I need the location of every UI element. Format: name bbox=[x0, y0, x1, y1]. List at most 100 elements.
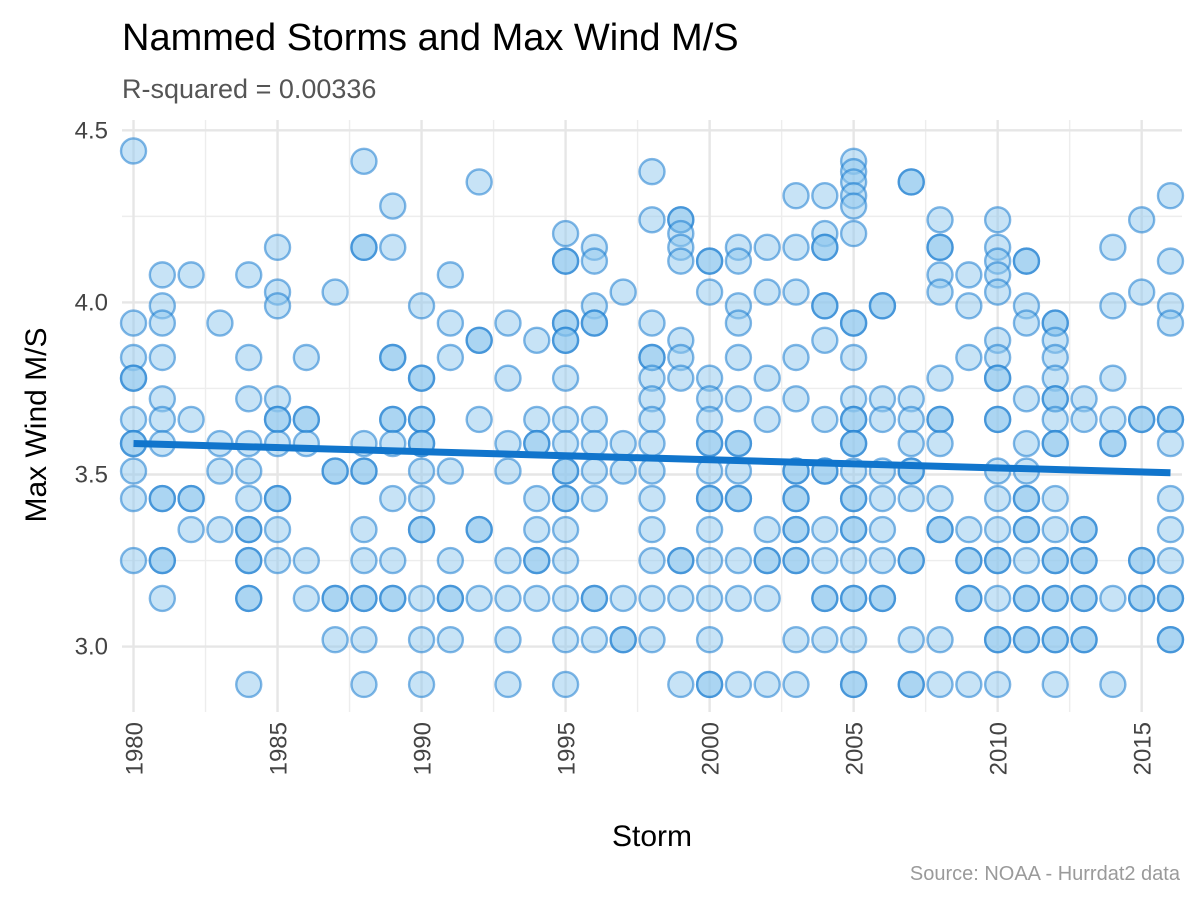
data-point bbox=[177, 261, 205, 289]
data-point bbox=[955, 261, 983, 289]
data-point bbox=[551, 326, 580, 354]
data-point bbox=[811, 626, 839, 654]
data-point bbox=[1070, 626, 1098, 654]
y-tick-label: 4.0 bbox=[75, 289, 108, 316]
data-point bbox=[321, 584, 349, 613]
data-point bbox=[119, 457, 148, 485]
data-point bbox=[580, 584, 609, 613]
data-point bbox=[436, 457, 465, 485]
data-point bbox=[811, 584, 839, 613]
data-point bbox=[1012, 546, 1041, 575]
data-point bbox=[551, 405, 580, 434]
data-point bbox=[983, 278, 1012, 306]
data-point bbox=[811, 405, 839, 434]
data-point bbox=[926, 670, 954, 699]
data-point bbox=[263, 546, 292, 575]
data-point bbox=[839, 343, 868, 372]
data-point bbox=[1156, 546, 1185, 575]
data-point bbox=[407, 584, 436, 613]
data-point bbox=[983, 364, 1012, 392]
data-point bbox=[1156, 515, 1185, 544]
data-point bbox=[897, 405, 925, 434]
data-point bbox=[407, 670, 436, 699]
data-point bbox=[839, 546, 868, 575]
data-point bbox=[1012, 626, 1041, 654]
data-point bbox=[753, 278, 781, 306]
data-point bbox=[955, 515, 983, 544]
data-point bbox=[983, 546, 1012, 575]
data-point bbox=[292, 405, 321, 434]
data-point bbox=[1127, 584, 1156, 613]
data-point bbox=[1012, 484, 1041, 513]
data-point bbox=[551, 364, 580, 392]
data-point bbox=[955, 343, 983, 372]
data-point bbox=[350, 584, 378, 613]
data-point bbox=[148, 309, 177, 337]
data-point bbox=[983, 405, 1012, 434]
data-point bbox=[926, 278, 954, 306]
data-point bbox=[897, 429, 925, 458]
data-point bbox=[379, 192, 407, 220]
data-point bbox=[1156, 484, 1185, 513]
trend-layer bbox=[133, 440, 1171, 477]
data-point bbox=[724, 670, 753, 699]
data-point bbox=[494, 457, 522, 485]
data-point bbox=[119, 546, 148, 575]
data-point bbox=[523, 405, 551, 434]
data-point bbox=[1041, 515, 1069, 544]
data-point bbox=[292, 546, 321, 575]
data-point bbox=[1099, 584, 1127, 613]
data-point bbox=[321, 457, 349, 485]
data-point bbox=[407, 292, 436, 320]
data-point bbox=[926, 484, 954, 513]
data-point bbox=[839, 626, 868, 654]
data-point bbox=[1041, 546, 1069, 575]
data-point bbox=[609, 584, 637, 613]
data-point bbox=[465, 584, 493, 613]
data-point bbox=[955, 584, 983, 613]
data-point bbox=[638, 457, 666, 485]
data-point bbox=[839, 219, 868, 248]
data-point bbox=[235, 343, 263, 372]
data-point bbox=[436, 343, 465, 372]
y-axis-title: Max Wind M/S bbox=[20, 327, 53, 522]
data-point bbox=[1099, 364, 1127, 392]
data-point bbox=[1127, 405, 1156, 434]
data-point bbox=[1012, 247, 1041, 275]
data-point bbox=[177, 405, 205, 434]
data-point bbox=[235, 546, 263, 575]
data-point bbox=[839, 192, 868, 220]
data-point bbox=[494, 626, 522, 654]
x-axis-ticks: 1980 1985 1990 1995 2000 2005 2010 2015 bbox=[122, 722, 1157, 775]
data-point bbox=[695, 670, 724, 699]
data-point bbox=[1127, 278, 1156, 306]
data-point bbox=[695, 484, 724, 513]
data-point bbox=[177, 515, 205, 544]
data-point bbox=[436, 546, 465, 575]
data-point bbox=[839, 584, 868, 613]
data-point bbox=[523, 515, 551, 544]
data-point bbox=[350, 546, 378, 575]
x-tick-label: 1995 bbox=[554, 722, 581, 775]
data-point bbox=[868, 546, 897, 575]
data-point bbox=[983, 206, 1012, 234]
data-point bbox=[638, 546, 666, 575]
data-point bbox=[580, 247, 609, 275]
data-point bbox=[724, 343, 753, 372]
data-point bbox=[926, 626, 954, 654]
data-point bbox=[695, 515, 724, 544]
data-point bbox=[580, 429, 609, 458]
data-point bbox=[148, 484, 177, 513]
data-point bbox=[926, 233, 954, 262]
data-point bbox=[811, 182, 839, 210]
data-point bbox=[119, 405, 148, 434]
data-point bbox=[350, 515, 378, 544]
data-point bbox=[955, 546, 983, 575]
data-point bbox=[551, 626, 580, 654]
data-point bbox=[379, 546, 407, 575]
data-point bbox=[292, 343, 321, 372]
y-tick-label: 3.5 bbox=[75, 462, 108, 489]
y-axis-ticks: 3.0 3.5 4.0 4.5 bbox=[75, 117, 108, 660]
data-point bbox=[379, 584, 407, 613]
data-point bbox=[1156, 247, 1185, 275]
